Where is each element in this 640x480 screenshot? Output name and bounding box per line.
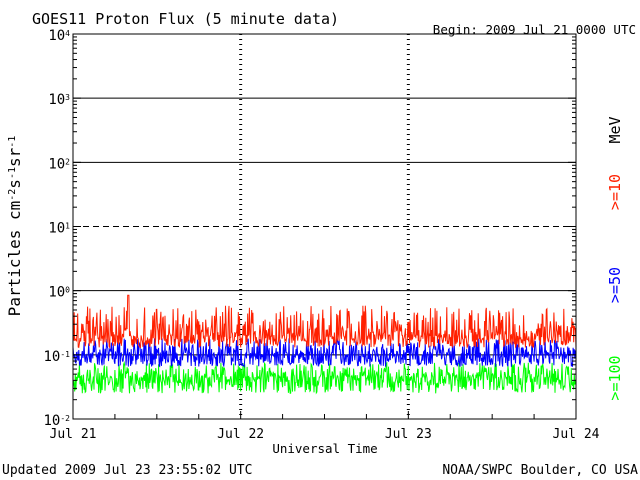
x-tick-label: Jul 23 [385, 427, 432, 442]
series-line-1 [72, 294, 577, 350]
chart-title: GOES11 Proton Flux (5 minute data) [32, 10, 339, 28]
legend-item-10: >=10 [606, 174, 624, 210]
x-tick-label: Jul 24 [553, 427, 600, 442]
y-axis-ticks: 104 103 102 101 100 10-1 10-2 [44, 28, 576, 429]
series-line-2 [72, 337, 577, 369]
y-tick-label: 101 [48, 221, 70, 237]
legend: MeV >=10 >=50 >=100 [606, 116, 624, 400]
begin-label: Begin: 2009 Jul 21 0000 UTC [433, 22, 636, 37]
legend-item-50: >=50 [606, 267, 624, 303]
updated-label: Updated 2009 Jul 23 23:55:02 UTC [2, 463, 252, 478]
legend-item-100: >=100 [606, 355, 624, 400]
x-tick-label: Jul 21 [50, 427, 97, 442]
series-group [72, 294, 577, 395]
x-axis-ticks: Jul 21 Jul 22 Jul 23 Jul 24 [50, 411, 600, 442]
x-tick-label: Jul 22 [217, 427, 264, 442]
series-line-3 [72, 360, 577, 395]
source-label: NOAA/SWPC Boulder, CO USA [442, 463, 638, 478]
legend-unit: MeV [606, 116, 624, 143]
y-tick-label: 104 [48, 28, 70, 44]
y-tick-label: 103 [48, 92, 70, 108]
y-tick-label: 102 [48, 156, 70, 172]
x-axis-label: Universal Time [272, 441, 377, 456]
y-axis-label: Particles cm-2s-1sr-1 [5, 136, 24, 317]
threshold-lines [73, 97, 576, 356]
y-tick-label: 100 [48, 285, 70, 301]
y-tick-label: 10-2 [44, 413, 71, 429]
y-tick-label: 10-1 [44, 349, 71, 365]
